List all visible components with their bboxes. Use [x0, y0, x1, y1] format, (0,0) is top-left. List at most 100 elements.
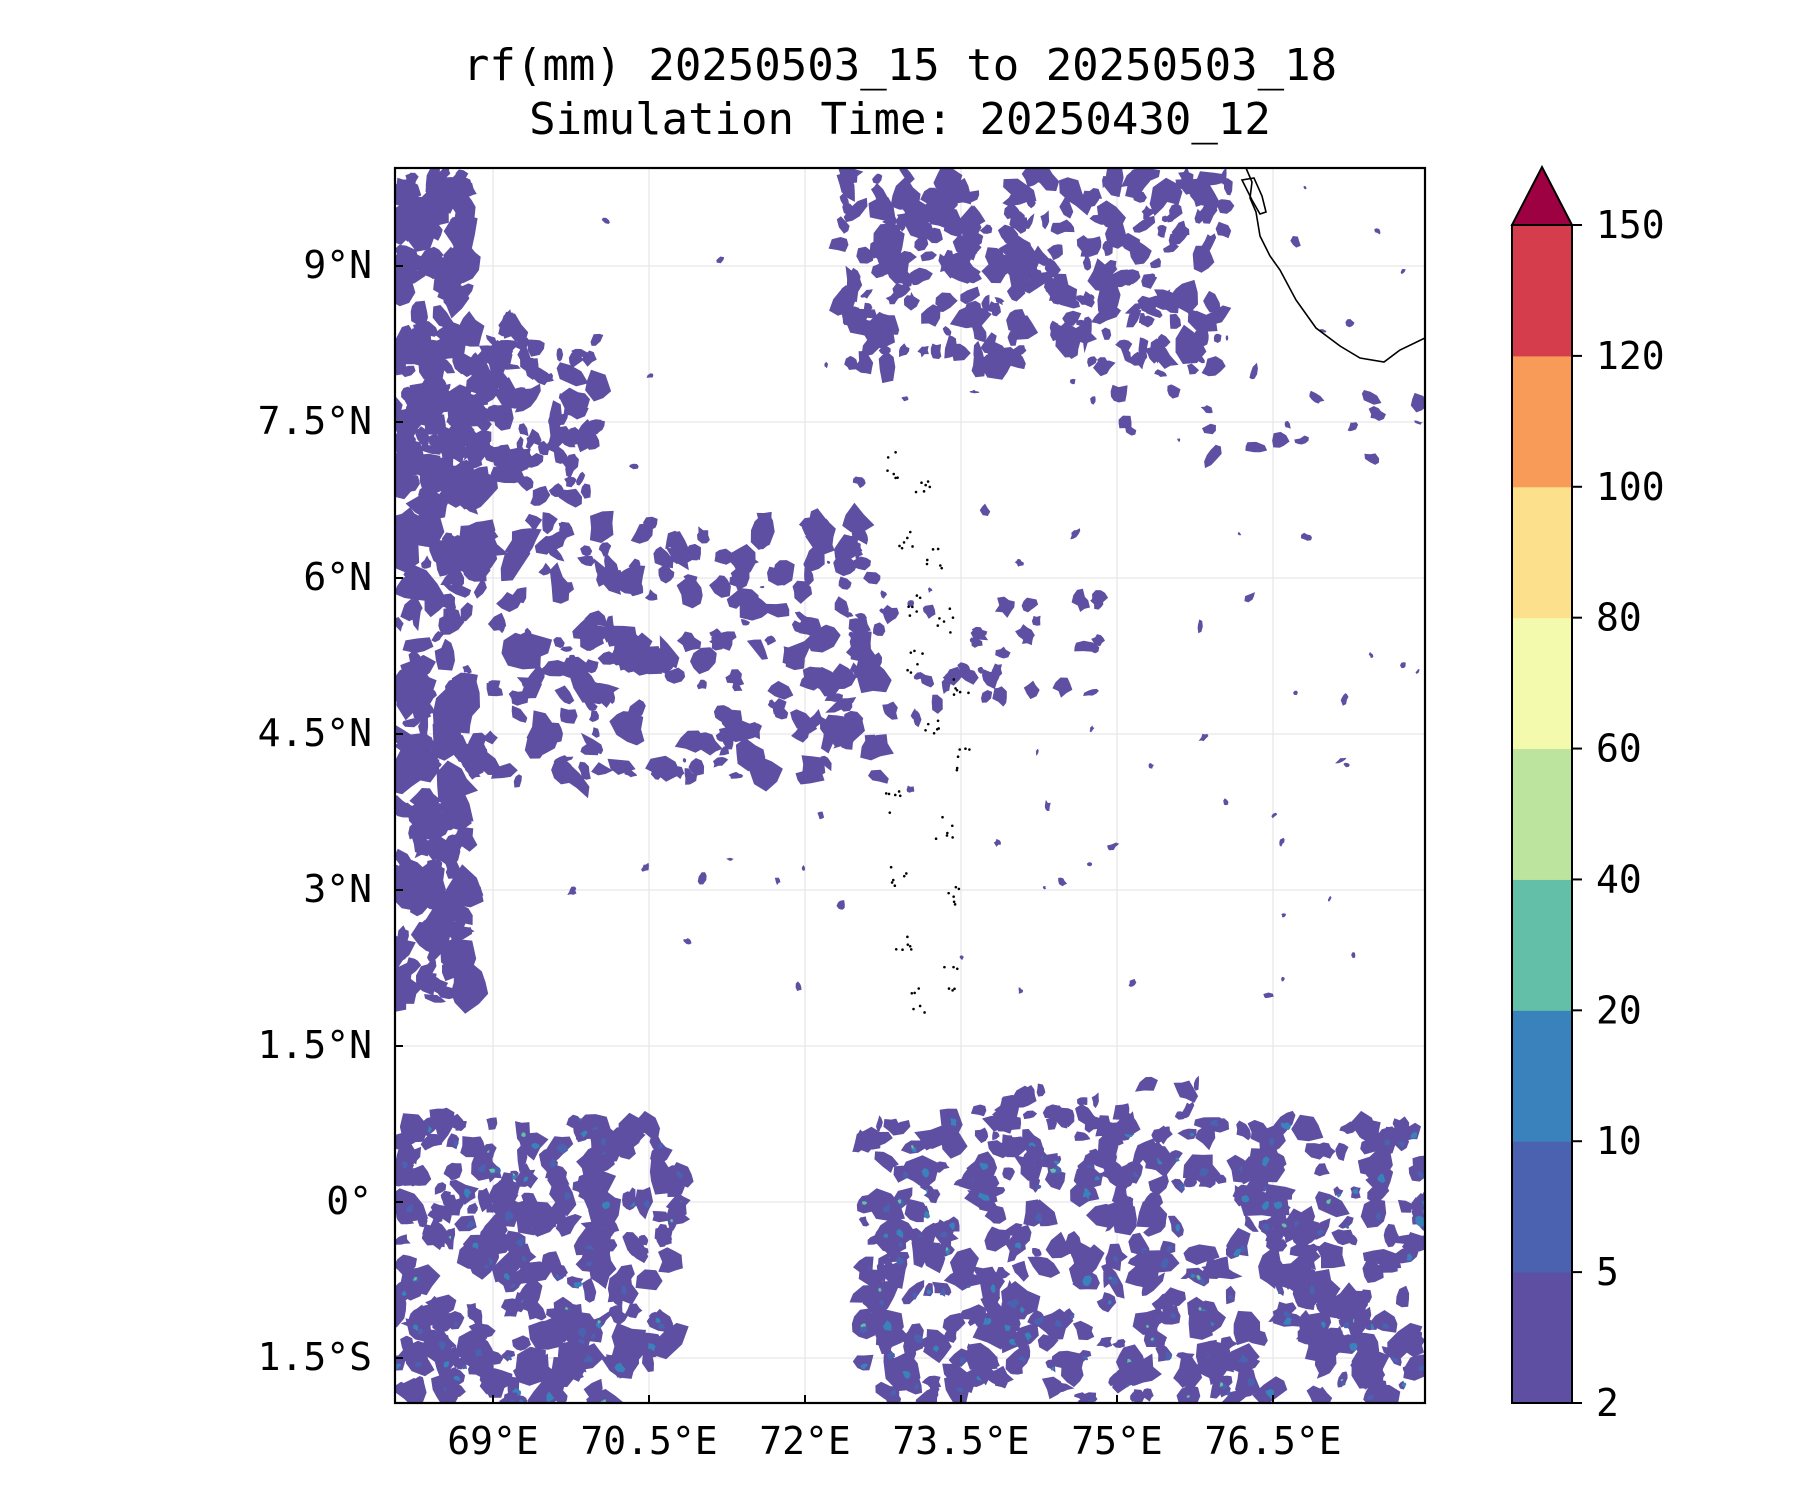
- rain-patch: [1031, 615, 1041, 626]
- rain-patch: [993, 838, 1001, 847]
- lon-label-76-5: 76.5°E: [1204, 1419, 1341, 1463]
- rain-patch: [556, 347, 564, 362]
- rain-patch: [567, 654, 581, 666]
- rain-patch: [800, 774, 808, 782]
- rain-patch: [424, 596, 447, 618]
- atoll-dot: [894, 476, 897, 480]
- rain-patch: [1166, 1246, 1173, 1253]
- rain-patch: [1141, 1388, 1154, 1402]
- rain-patch: [1042, 1104, 1064, 1121]
- rain-patch: [845, 639, 877, 662]
- rain-patch: [431, 631, 444, 643]
- atoll-dot: [948, 607, 952, 611]
- rain-patch: [618, 1112, 645, 1154]
- lat-label-7-5n: 7.5°N: [258, 399, 372, 443]
- atoll-dot: [926, 722, 930, 726]
- rain-patch: [1126, 309, 1142, 328]
- rain-patch: [871, 182, 888, 206]
- rain-patch: [1002, 1167, 1015, 1181]
- rain-patch: [1225, 335, 1229, 341]
- atoll-dot: [894, 451, 897, 454]
- rain-patch: [1157, 1304, 1181, 1325]
- rain-patch: [990, 1283, 996, 1294]
- rain-patch: [933, 168, 963, 196]
- rain-patch: [649, 1134, 667, 1154]
- rain-patch: [434, 638, 455, 671]
- rain-patch: [1316, 1241, 1346, 1269]
- rain-patch: [567, 1339, 584, 1349]
- rain-patch: [647, 1343, 656, 1352]
- rain-patch: [1128, 351, 1144, 366]
- rain-patch: [1377, 1173, 1386, 1184]
- rain-patch: [1275, 1279, 1285, 1296]
- rain-patch: [624, 770, 638, 778]
- rain-patch: [520, 1297, 547, 1321]
- map-subtitle: Simulation Time: 20250430_12: [529, 94, 1271, 145]
- rain-patch: [465, 374, 500, 405]
- rain-patch: [764, 635, 777, 646]
- rain-patch: [395, 244, 420, 272]
- rain-patch: [403, 1145, 418, 1165]
- rain-patch: [1315, 1191, 1350, 1218]
- rain-patch: [939, 1287, 946, 1297]
- atoll-dot: [908, 945, 912, 948]
- lat-tick-labels: 9°N 7.5°N 6°N 4.5°N 3°N 1.5°N 0° 1.5°S: [258, 243, 372, 1379]
- atoll-dot: [953, 987, 956, 991]
- rain-patch: [930, 343, 942, 359]
- rain-patch: [1132, 1349, 1145, 1366]
- rain-patch: [690, 647, 717, 675]
- rain-patch: [1265, 1389, 1274, 1400]
- atoll-dot: [915, 594, 919, 597]
- atoll-dot: [922, 490, 926, 493]
- rain-patch: [460, 1136, 486, 1158]
- rain-patch: [949, 261, 981, 284]
- atoll-dot: [950, 824, 954, 828]
- rain-patch: [1198, 356, 1205, 364]
- atoll-dot: [905, 872, 908, 875]
- atoll-dot: [945, 834, 949, 837]
- rain-patch: [683, 574, 698, 586]
- rain-patch: [856, 246, 874, 264]
- rain-patch: [1233, 1248, 1241, 1257]
- rain-patch: [527, 339, 545, 357]
- rain-patch: [403, 1164, 432, 1186]
- rain-patch: [484, 730, 498, 745]
- rain-patch: [622, 1232, 649, 1264]
- colorbar-label: 5: [1596, 1250, 1619, 1294]
- rain-patch: [549, 1179, 577, 1217]
- rain-patch: [453, 792, 467, 811]
- rain-patch: [441, 440, 450, 453]
- rain-patch: [1141, 1272, 1165, 1296]
- rain-patch: [567, 489, 577, 503]
- rain-patch: [1154, 369, 1167, 377]
- rain-patch: [1034, 1212, 1043, 1222]
- rain-patch: [868, 769, 889, 784]
- rain-patch: [890, 176, 921, 210]
- rain-patch: [992, 1094, 1021, 1127]
- rain-patch: [1074, 640, 1095, 652]
- rain-patch: [1096, 1336, 1113, 1348]
- rain-patch: [992, 686, 1007, 707]
- rain-patch: [511, 705, 528, 723]
- rain-patch: [470, 352, 481, 369]
- rain-patch: [1410, 1132, 1418, 1139]
- rain-patch: [1325, 1303, 1343, 1319]
- rain-patch: [1418, 1364, 1425, 1372]
- rain-patch: [1238, 1327, 1268, 1346]
- atoll-dot: [951, 616, 955, 619]
- rain-patch: [424, 859, 443, 883]
- rain-patch: [842, 502, 875, 533]
- rain-patch: [791, 725, 810, 743]
- rain-patch: [577, 555, 595, 567]
- rain-patch: [1096, 1292, 1117, 1313]
- atoll-dot: [906, 668, 909, 672]
- rain-patch: [1108, 1276, 1113, 1281]
- rain-patch: [464, 766, 481, 780]
- rain-patch: [449, 942, 469, 967]
- rain-patch: [1245, 1179, 1264, 1193]
- rain-patch: [608, 1305, 628, 1325]
- rain-patch: [1204, 444, 1222, 469]
- rain-patch: [1080, 291, 1095, 308]
- atoll-dot: [968, 748, 971, 751]
- rain-patch: [641, 862, 649, 872]
